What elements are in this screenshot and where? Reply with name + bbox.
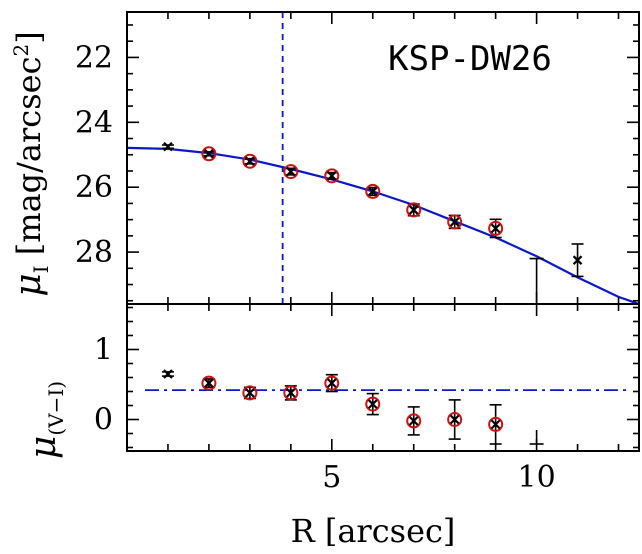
bottom-data-point-x-marker [204, 378, 214, 388]
top-data-point-ring-marker [324, 168, 340, 184]
top-data-point-x-marker [245, 156, 255, 167]
top-data-point-ring-marker [488, 220, 504, 236]
bottom-data-point-x-marker [163, 369, 173, 379]
bottom-data-point-ring-marker [488, 416, 504, 432]
top-data-point-x-marker [367, 186, 378, 197]
top-data-point-ring-marker [201, 146, 217, 162]
bottom-data-point-ring-marker [324, 375, 340, 391]
top-ylabel-text: [mag/arcsec [10, 56, 48, 255]
bottom-panel: 0 1 5 10 μ(V−I) R [arcsec] [23, 303, 640, 550]
bottom-data-point-x-marker [408, 416, 419, 426]
bottom-data-point-x-marker [367, 399, 378, 409]
bottom-data-point-ring-marker [447, 412, 463, 427]
top-data-point-x-marker [449, 217, 460, 227]
top-ticks: 22 24 26 28 [75, 12, 639, 304]
top-ylabel-close: ] [10, 31, 48, 43]
top-data-point-x-marker [163, 141, 173, 152]
top-y-tick-label: 22 [75, 40, 113, 75]
top-ylabel-symbol: μ [8, 273, 49, 296]
bottom-ticks: 0 1 5 10 [94, 304, 639, 495]
bottom-y-tick-label: 0 [94, 403, 113, 438]
top-data-point-x-marker [204, 149, 214, 159]
top-ylabel-superscript: 2 [9, 44, 33, 57]
bottom-data-point-x-marker [490, 419, 501, 430]
top-y-tick-label: 24 [75, 105, 113, 140]
bottom-data-point-x-marker [449, 414, 460, 425]
top-data-point-ring-marker [447, 214, 463, 230]
x-tick-label: 10 [518, 460, 556, 495]
bottom-ylabel-symbol: μ [23, 436, 64, 459]
top-panel: 22 24 26 28 KSP-DW26 μI [mag/arcsec2] [8, 11, 640, 306]
bottom-data-point-x-marker [286, 388, 296, 398]
top-data-point-x-marker [286, 166, 296, 177]
panel-title: KSP-DW26 [388, 39, 552, 79]
top-ylabel-subscript: I [29, 265, 53, 273]
bottom-plot-frame [126, 303, 640, 452]
bottom-data-point-x-marker [245, 388, 255, 398]
bottom-ylabel-subscript: (V−I) [44, 381, 68, 436]
bottom-data-layer [161, 369, 544, 445]
x-tick-label: 5 [322, 460, 341, 495]
bottom-data-point-ring-marker [406, 413, 422, 429]
top-y-tick-label: 28 [75, 235, 113, 270]
top-y-tick-label: 26 [75, 170, 113, 205]
bottom-data-point-x-marker [327, 378, 337, 388]
x-axis-label: R [arcsec] [291, 512, 456, 550]
top-fit-curve [126, 146, 640, 306]
bottom-data-point-ring-marker [201, 375, 217, 391]
bottom-data-point-ring-marker [365, 396, 381, 412]
top-data-point-ring-marker [406, 202, 422, 218]
top-data-point-ring-marker [365, 183, 381, 199]
top-data-point-x-marker [327, 171, 337, 181]
svg-text:μI [mag/arcsec2]: μI [mag/arcsec2] [8, 31, 53, 296]
bottom-y-tick-label: 1 [94, 333, 113, 368]
svg-text:μ(V−I): μ(V−I) [23, 381, 68, 459]
top-y-axis-label: μI [mag/arcsec2] [8, 31, 53, 296]
top-data-point-ring-marker [283, 164, 299, 180]
top-data-layer [161, 141, 584, 304]
top-data-point-x-marker [490, 223, 501, 234]
top-data-point-x-marker [572, 255, 583, 265]
top-data-point-ring-marker [242, 153, 258, 169]
bottom-y-axis-label: μ(V−I) [23, 381, 68, 459]
bottom-data-point-ring-marker [283, 385, 299, 401]
bottom-data-point-ring-marker [242, 385, 258, 401]
top-data-point-x-marker [408, 205, 419, 215]
